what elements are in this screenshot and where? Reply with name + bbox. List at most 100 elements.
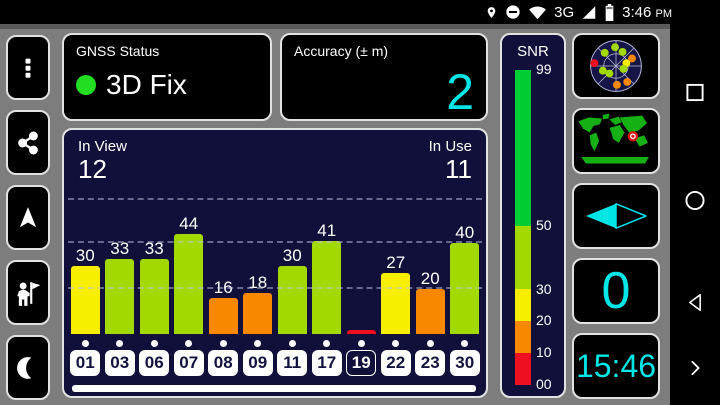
- bar-value-label: 33: [144, 239, 164, 259]
- snr-bar-03: [105, 259, 135, 334]
- snr-bar-22: [381, 272, 411, 334]
- snr-scale-title: SNR: [517, 43, 549, 60]
- battery-icon: [605, 3, 614, 21]
- hide-navbar-chevron-icon[interactable]: [689, 360, 702, 376]
- snr-scale-segment: [515, 353, 531, 385]
- gnss-status-title: GNSS Status: [76, 43, 160, 59]
- night-mode-button[interactable]: [6, 335, 50, 400]
- menu-button[interactable]: [6, 35, 50, 100]
- bar-value-label: 27: [386, 252, 406, 272]
- satellite-id-badge-19: 19: [346, 350, 377, 376]
- network-type-label: 3G: [554, 3, 575, 21]
- satellite-dot: [461, 340, 469, 347]
- in-use-count: 11: [445, 154, 472, 184]
- person-flag-icon: [17, 281, 41, 306]
- fix-status-value: 3D Fix: [106, 69, 187, 100]
- bar-value-label: 44: [179, 214, 199, 234]
- share-button[interactable]: [6, 110, 50, 175]
- gridline-40: [68, 241, 482, 244]
- satellite-dot: [150, 340, 158, 347]
- satellite-id-badge-30: 30: [449, 350, 480, 376]
- compass-needle-icon: [585, 203, 647, 229]
- bar-value-label: 40: [455, 223, 475, 243]
- speed-button[interactable]: 0: [572, 258, 660, 324]
- app-top-edge: [0, 24, 670, 29]
- satellite-dots-row: [68, 338, 482, 347]
- menu-icon: [25, 58, 31, 78]
- snr-scale-segment: [515, 289, 531, 322]
- in-view-count: 12: [78, 154, 107, 184]
- snr-bar-23: [415, 288, 445, 334]
- snr-bar-01: [70, 266, 100, 334]
- satellite-id-badge-23: 23: [415, 350, 446, 376]
- dnd-icon: [506, 5, 520, 19]
- satellite-dot: [81, 340, 89, 347]
- clock-value: 15:46: [575, 348, 657, 384]
- snr-tick-30: 30: [536, 280, 552, 297]
- satellite-id-badge-08: 08: [208, 350, 239, 376]
- satellite-id-badge-03: 03: [104, 350, 135, 376]
- snr-scale-segment: [515, 70, 531, 226]
- satellite-dot: [426, 340, 434, 347]
- location-icon: [487, 6, 496, 18]
- snr-tick-20: 20: [536, 312, 552, 329]
- share-icon: [18, 131, 38, 154]
- satellite-id-row: 01 03 06 07 08 09 11 17 19 22 23 30: [68, 349, 482, 376]
- signal-icon: [582, 5, 596, 19]
- snr-scale-segment: [515, 225, 531, 290]
- tour-button[interactable]: [6, 260, 50, 325]
- gridline-20: [68, 286, 482, 289]
- moon-icon: [17, 356, 32, 379]
- bar-value-label: 33: [110, 239, 130, 259]
- chart-header: In View 12 In Use 11: [64, 130, 486, 185]
- navigate-button[interactable]: [6, 185, 50, 250]
- speed-value: 0: [601, 262, 631, 320]
- snr-bar-09: [243, 293, 273, 334]
- wifi-icon: [529, 6, 547, 19]
- app-background: GNSS Status 3D Fix Accuracy (± m) 2 In V…: [0, 24, 670, 405]
- status-time: 3:46 PM: [622, 3, 672, 21]
- satellite-id-badge-06: 06: [139, 350, 170, 376]
- satellite-dot: [392, 340, 400, 347]
- gridline-60: [68, 198, 482, 200]
- snr-tick-50: 50: [536, 216, 552, 233]
- snr-color-scale: [515, 70, 531, 385]
- android-nav-bar: [670, 24, 720, 405]
- snr-tick-10: 10: [536, 344, 552, 361]
- home-button-icon[interactable]: [685, 190, 706, 211]
- satellite-dot: [185, 340, 193, 347]
- gnss-status-panel: GNSS Status 3D Fix: [62, 33, 272, 121]
- accuracy-panel: Accuracy (± m) 2: [280, 33, 488, 121]
- chart-scrollbar[interactable]: [72, 385, 476, 392]
- satellite-dot: [288, 340, 296, 347]
- navigation-arrow-icon: [19, 206, 37, 227]
- world-map-icon: [574, 110, 658, 172]
- clock-button[interactable]: 15:46: [572, 333, 660, 399]
- back-button-icon[interactable]: [686, 293, 704, 312]
- snr-bar-08: [208, 297, 238, 334]
- satellite-id-badge-01: 01: [70, 350, 101, 376]
- accuracy-title: Accuracy (± m): [294, 43, 389, 59]
- map-view-button[interactable]: [572, 108, 660, 174]
- status-bar: 3G 3:46 PM: [0, 0, 720, 24]
- snr-bar-19: [346, 329, 376, 334]
- sky-view-button[interactable]: [572, 33, 660, 99]
- satellite-dot: [323, 340, 331, 347]
- accuracy-value: 2: [446, 64, 474, 120]
- snr-chart-panel: In View 12 In Use 11 30 33 33 44 16 18 30 41 27 2…: [62, 128, 488, 398]
- compass-button[interactable]: [572, 183, 660, 249]
- satellite-dot: [116, 340, 124, 347]
- snr-bar-plot: 30 33 33 44 16 18 30 41 27 20 40: [68, 198, 482, 334]
- satellite-id-badge-22: 22: [380, 350, 411, 376]
- satellite-id-badge-11: 11: [277, 350, 308, 376]
- satellite-id-badge-17: 17: [311, 350, 342, 376]
- bar-value-label: 20: [420, 268, 440, 288]
- snr-scale-panel: SNR 99 50 30 20 10 00: [500, 33, 566, 398]
- bar-value-label: 41: [317, 221, 337, 241]
- snr-bar-11: [277, 266, 307, 334]
- in-view-label: In View: [78, 138, 127, 155]
- recents-button-icon[interactable]: [686, 83, 705, 102]
- sky-view-icon: [590, 40, 642, 92]
- snr-bar-06: [139, 259, 169, 334]
